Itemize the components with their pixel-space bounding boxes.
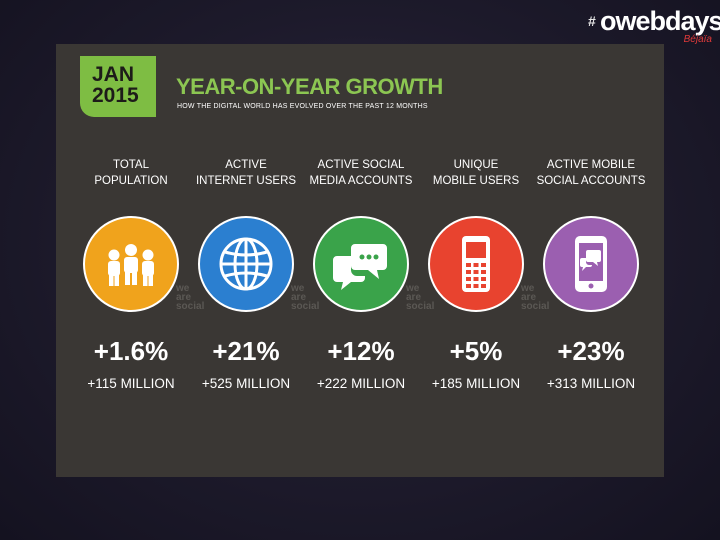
social-circle: [313, 216, 409, 312]
growth-count-mobile: +185 MILLION: [431, 376, 521, 391]
metric-label-internet: ACTIVE INTERNET USERS: [195, 159, 297, 187]
growth-percent-social: +12%: [327, 336, 395, 366]
people-icon: [108, 244, 154, 286]
page-subtitle: HOW THE DIGITAL WORLD HAS EVOLVED OVER T…: [177, 103, 428, 110]
we-are-social-watermark: we are social: [176, 283, 205, 312]
date-year: 2015: [92, 84, 139, 107]
mobile-social-circle: [543, 216, 639, 312]
logo-hash: #: [588, 13, 596, 29]
metric-label-mobile-social: ACTIVE MOBILE SOCIAL ACCOUNTS: [536, 159, 646, 187]
date-month: JAN: [92, 63, 135, 86]
page-title: YEAR-ON-YEAR GROWTH: [176, 74, 443, 99]
growth-panel: JAN 2015 YEAR-ON-YEAR GROWTH HOW THE DIG…: [56, 44, 664, 477]
growth-count-mobile-social: +313 MILLION: [546, 376, 636, 391]
growth-percent-population: +1.6%: [93, 336, 169, 366]
we-are-social-watermark: we are social: [521, 283, 550, 312]
population-circle: [83, 216, 179, 312]
smartphone-chat-icon: [575, 236, 607, 292]
metric-label-population: TOTAL POPULATION: [94, 159, 168, 187]
growth-count-internet: +525 MILLION: [201, 376, 291, 391]
growth-count-population: +115 MILLION: [87, 376, 175, 391]
growth-percent-mobile-social: +23%: [557, 336, 625, 366]
metric-label-mobile: UNIQUE MOBILE USERS: [432, 159, 520, 187]
mobile-circle: [428, 216, 524, 312]
we-are-social-watermark: we are social: [291, 283, 320, 312]
globe-icon: [219, 237, 273, 291]
growth-percent-mobile: +5%: [449, 336, 503, 366]
logo-wordmark: owebdays: [600, 6, 720, 36]
logo-city: Béjaïa: [683, 34, 712, 45]
growth-percent-internet: +21%: [212, 336, 280, 366]
growth-count-social: +222 MILLION: [316, 376, 406, 391]
internet-circle: [198, 216, 294, 312]
metric-label-social: ACTIVE SOCIAL MEDIA ACCOUNTS: [309, 159, 413, 187]
owebdays-logo: # owebdays Béjaïa: [588, 6, 720, 45]
mobile-phone-icon: [462, 236, 490, 292]
we-are-social-watermark: we are social: [406, 283, 435, 312]
chat-bubbles-icon: [333, 244, 387, 290]
date-badge: JAN 2015: [80, 56, 156, 117]
